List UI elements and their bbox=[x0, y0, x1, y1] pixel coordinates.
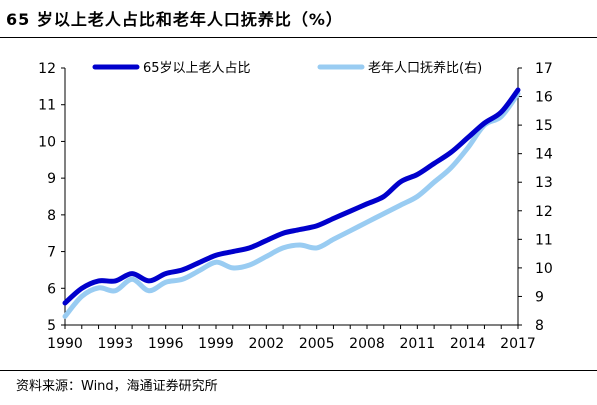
x-tick-label: 2002 bbox=[249, 336, 285, 352]
x-tick-label: 2017 bbox=[500, 336, 536, 352]
y2-tick-label: 12 bbox=[535, 204, 553, 220]
y2-tick-label: 17 bbox=[535, 61, 553, 77]
chart-ticks: 5 6 7 8 9 10 11 12 8 9 10 11 12 13 14 15 16 17 1990 1993 199… bbox=[38, 61, 553, 352]
y2-tick-label: 13 bbox=[535, 175, 553, 191]
chart-lines bbox=[62, 87, 521, 319]
series-line-right bbox=[62, 91, 521, 319]
y2-tick-label: 10 bbox=[535, 261, 553, 277]
x-tick-label: 1996 bbox=[148, 336, 184, 352]
x-tick-label: 1993 bbox=[98, 336, 134, 352]
x-tick-label: 2011 bbox=[400, 336, 436, 352]
chart: 5 6 7 8 9 10 11 12 8 9 10 11 12 13 14 15 16 17 1990 1993 199… bbox=[38, 60, 553, 352]
y-tick-label: 7 bbox=[47, 245, 56, 261]
legend-label: 65岁以上老人占比 bbox=[143, 61, 251, 76]
y-tick-label: 8 bbox=[47, 208, 56, 224]
y-tick-label: 11 bbox=[38, 98, 56, 114]
x-tick-label: 2005 bbox=[299, 336, 335, 352]
y2-tick-label: 15 bbox=[535, 118, 553, 134]
page-title: 65 岁以上老人占比和老年人口抚养比（%） bbox=[6, 10, 343, 29]
x-tick-label: 2014 bbox=[450, 336, 486, 352]
y2-tick-label: 16 bbox=[535, 90, 553, 106]
chart-axes bbox=[64, 68, 519, 326]
x-tick-label: 2008 bbox=[349, 336, 385, 352]
y-tick-label: 12 bbox=[38, 61, 56, 77]
y-tick-label: 9 bbox=[47, 171, 56, 187]
y2-tick-label: 9 bbox=[535, 289, 544, 305]
y2-tick-label: 14 bbox=[535, 147, 553, 163]
y-tick-label: 6 bbox=[47, 281, 56, 297]
x-tick-label: 1990 bbox=[47, 336, 83, 352]
legend-label: 老年人口抚养比(右) bbox=[368, 60, 482, 76]
y-tick-label: 5 bbox=[47, 318, 56, 334]
series-line-left bbox=[62, 87, 521, 306]
y2-tick-label: 8 bbox=[535, 318, 544, 334]
x-tick-label: 1999 bbox=[198, 336, 234, 352]
title-rule bbox=[0, 37, 597, 38]
y-tick-label: 10 bbox=[38, 134, 56, 150]
chart-legend: 65岁以上老人占比 老年人口抚养比(右) bbox=[92, 60, 482, 76]
source-note: 资料来源：Wind，海通证券研究所 bbox=[16, 379, 218, 394]
y2-tick-label: 11 bbox=[535, 232, 553, 248]
footer-rule bbox=[0, 370, 597, 371]
